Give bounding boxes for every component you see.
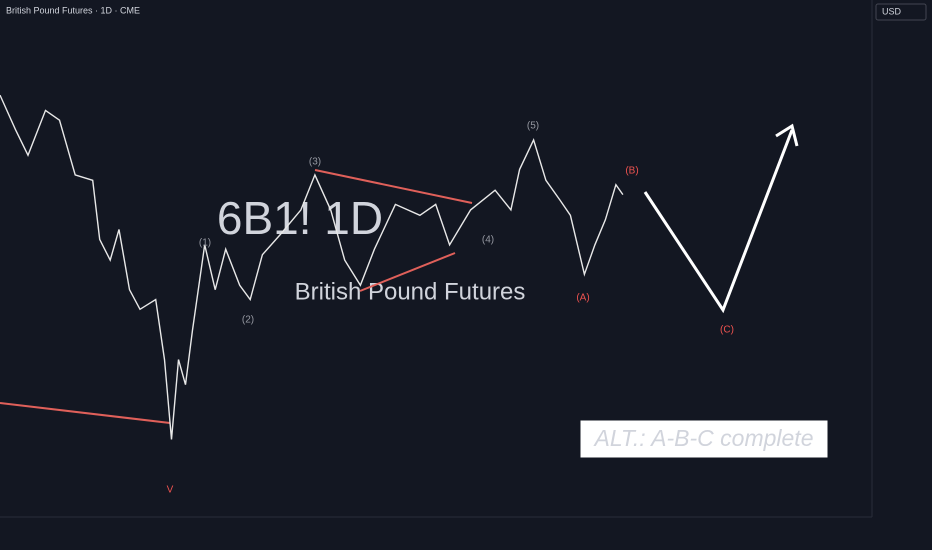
wave-labels: (1) (2) (3) (4) (5) V (A) (B) (C)	[167, 121, 734, 496]
currency: USD	[882, 6, 902, 16]
wave-label: (5)	[527, 121, 539, 132]
currency-box	[875, 3, 927, 21]
trend-lines	[0, 169, 473, 424]
wave-label: V	[167, 485, 174, 496]
wave-label: (C)	[720, 325, 734, 336]
wave-label: (A)	[576, 293, 589, 304]
projection-arrow	[643, 129, 794, 314]
trend-line	[359, 252, 456, 292]
arrow-head	[775, 123, 799, 147]
chart-title: British Pound Futures · 1D · CME	[6, 5, 140, 15]
plot	[0, 94, 624, 440]
wave-label: (4)	[482, 235, 494, 246]
y-axis-panel	[872, 0, 932, 550]
price-line	[0, 94, 624, 440]
watermark-subtitle: British Pound Futures	[295, 278, 526, 305]
annotation-box	[579, 419, 829, 459]
wave-label: (B)	[625, 166, 638, 177]
trend-line	[0, 402, 171, 424]
trend-line	[314, 169, 473, 204]
wave-label: (1)	[199, 238, 211, 249]
watermark: 6B1! 1D	[217, 192, 383, 244]
wave-label: (3)	[309, 157, 321, 168]
annotation: ALT.: A-B-C complete	[592, 425, 813, 451]
wave-label: (2)	[242, 315, 254, 326]
